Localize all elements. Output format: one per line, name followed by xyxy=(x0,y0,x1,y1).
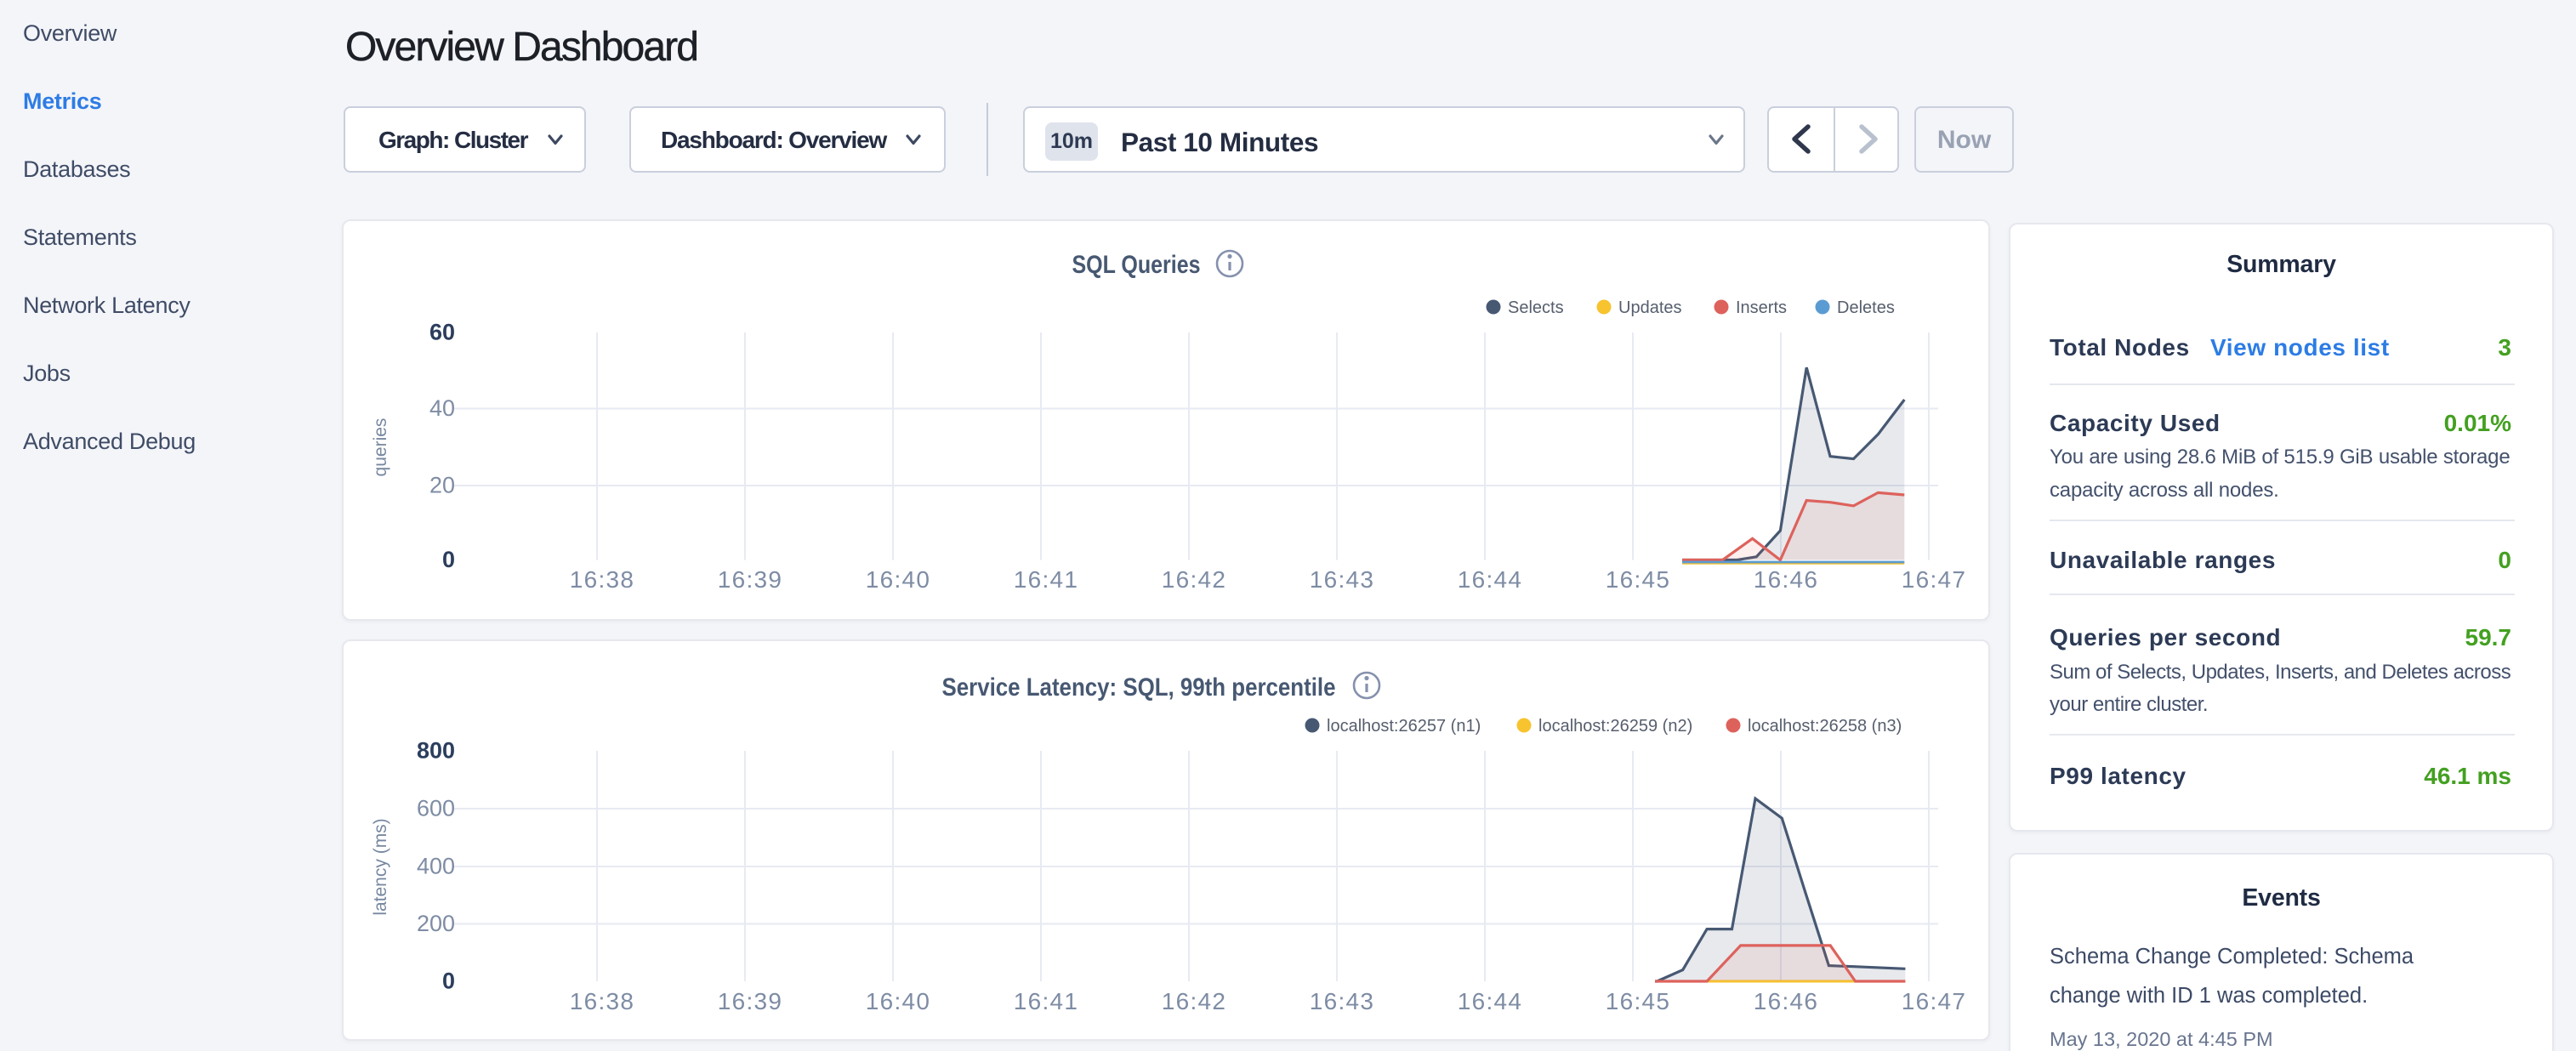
svg-text:localhost:26259 (n2): localhost:26259 (n2) xyxy=(1538,717,1692,736)
svg-text:16:44: 16:44 xyxy=(1458,566,1523,593)
svg-text:SQL Queries: SQL Queries xyxy=(1072,251,1201,279)
svg-text:16:40: 16:40 xyxy=(866,566,931,593)
svg-text:localhost:26258 (n3): localhost:26258 (n3) xyxy=(1748,717,1902,736)
svg-text:16:45: 16:45 xyxy=(1606,566,1671,593)
svg-text:Updates: Updates xyxy=(1618,298,1682,317)
svg-text:16:40: 16:40 xyxy=(866,988,931,1014)
svg-text:800: 800 xyxy=(417,738,455,764)
svg-text:0: 0 xyxy=(442,547,455,572)
svg-text:16:38: 16:38 xyxy=(570,566,635,593)
svg-text:0: 0 xyxy=(442,969,455,994)
svg-text:Service Latency: SQL, 99th per: Service Latency: SQL, 99th percentile xyxy=(942,673,1336,702)
svg-text:400: 400 xyxy=(417,854,455,879)
svg-text:40: 40 xyxy=(429,395,455,421)
svg-text:60: 60 xyxy=(429,320,455,345)
svg-text:16:46: 16:46 xyxy=(1754,566,1819,593)
svg-text:latency (ms): latency (ms) xyxy=(371,818,390,915)
svg-text:16:41: 16:41 xyxy=(1014,566,1079,593)
svg-text:16:47: 16:47 xyxy=(1902,566,1967,593)
svg-text:Inserts: Inserts xyxy=(1736,298,1787,317)
svg-text:20: 20 xyxy=(429,473,455,498)
svg-text:600: 600 xyxy=(417,796,455,821)
svg-text:16:44: 16:44 xyxy=(1458,988,1523,1014)
svg-text:queries: queries xyxy=(371,418,390,477)
svg-text:16:46: 16:46 xyxy=(1754,988,1819,1014)
svg-text:16:45: 16:45 xyxy=(1606,988,1671,1014)
svg-text:16:47: 16:47 xyxy=(1902,988,1967,1014)
svg-text:16:41: 16:41 xyxy=(1014,988,1079,1014)
svg-text:16:43: 16:43 xyxy=(1310,988,1375,1014)
svg-text:16:42: 16:42 xyxy=(1162,988,1227,1014)
svg-text:localhost:26257 (n1): localhost:26257 (n1) xyxy=(1327,717,1481,736)
svg-text:200: 200 xyxy=(417,911,455,936)
svg-text:Selects: Selects xyxy=(1508,298,1564,317)
svg-text:16:39: 16:39 xyxy=(718,988,783,1014)
svg-text:16:39: 16:39 xyxy=(718,566,783,593)
svg-text:16:43: 16:43 xyxy=(1310,566,1375,593)
svg-text:16:42: 16:42 xyxy=(1162,566,1227,593)
svg-text:Deletes: Deletes xyxy=(1837,298,1895,317)
svg-text:16:38: 16:38 xyxy=(570,988,635,1014)
